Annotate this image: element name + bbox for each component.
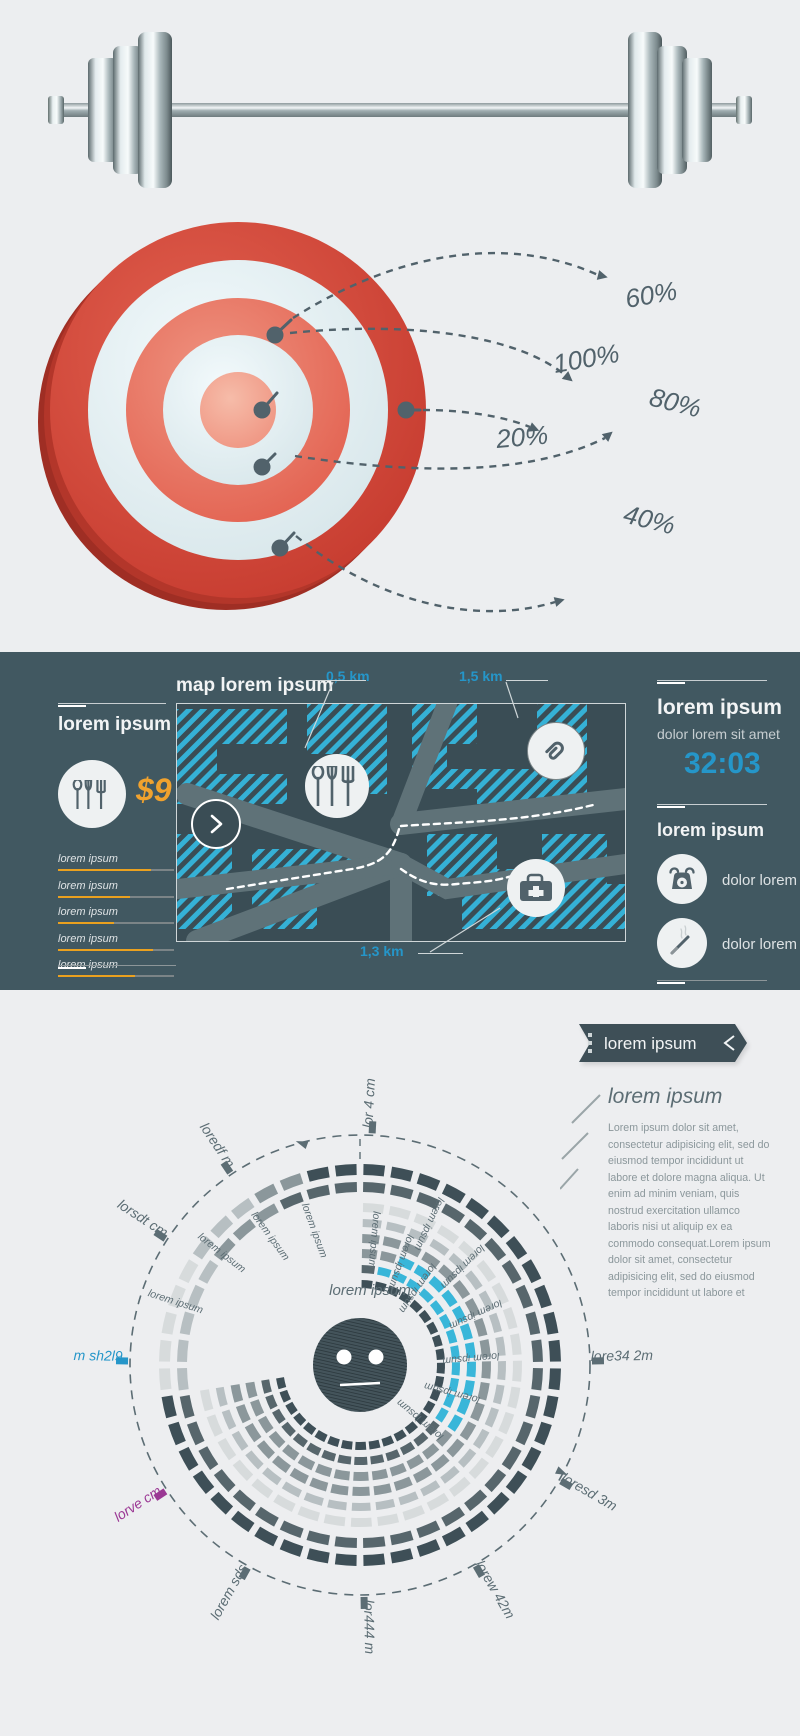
svg-text:loresd 3m: loresd 3m bbox=[559, 1469, 621, 1514]
svg-text:lorve cm: lorve cm bbox=[111, 1482, 164, 1524]
svg-text:lorem ipsum: lorem ipsum bbox=[329, 1282, 411, 1299]
svg-text:40%: 40% bbox=[621, 499, 679, 541]
svg-text:lorem sds: lorem sds bbox=[207, 1561, 250, 1622]
svg-text:100%: 100% bbox=[551, 338, 622, 379]
svg-text:lorem ipsum: lorem ipsum bbox=[299, 1202, 330, 1260]
svg-text:lor 4 cm: lor 4 cm bbox=[359, 1077, 378, 1128]
svg-text:20%: 20% bbox=[494, 420, 549, 455]
svg-text:lorem ipsum: lorem ipsum bbox=[248, 1210, 291, 1264]
svg-text:loredf m: loredf m bbox=[197, 1120, 239, 1171]
svg-text:lore34 2m: lore34 2m bbox=[591, 1347, 654, 1364]
svg-text:80%: 80% bbox=[647, 382, 705, 424]
svg-text:lorem ipsum: lorem ipsum bbox=[442, 1350, 500, 1367]
svg-text:lorew 42m: lorew 42m bbox=[472, 1557, 518, 1621]
svg-text:m sh2l9: m sh2l9 bbox=[73, 1347, 123, 1364]
svg-text:60%: 60% bbox=[623, 275, 679, 314]
svg-text:lorsdt cm: lorsdt cm bbox=[115, 1196, 172, 1241]
svg-text:lor444 m: lor444 m bbox=[361, 1600, 378, 1655]
